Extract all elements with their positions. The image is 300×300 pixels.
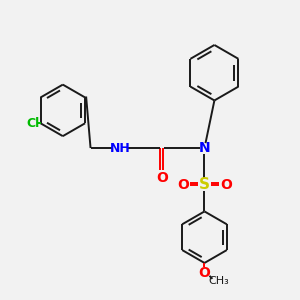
Text: O: O bbox=[220, 178, 232, 192]
Text: S: S bbox=[199, 177, 210, 192]
Text: O: O bbox=[199, 266, 210, 280]
Text: NH: NH bbox=[110, 142, 131, 154]
Text: N: N bbox=[199, 141, 210, 155]
Text: Cl: Cl bbox=[26, 117, 39, 130]
Text: O: O bbox=[156, 171, 168, 185]
Text: CH₃: CH₃ bbox=[208, 276, 229, 286]
Text: O: O bbox=[177, 178, 189, 192]
